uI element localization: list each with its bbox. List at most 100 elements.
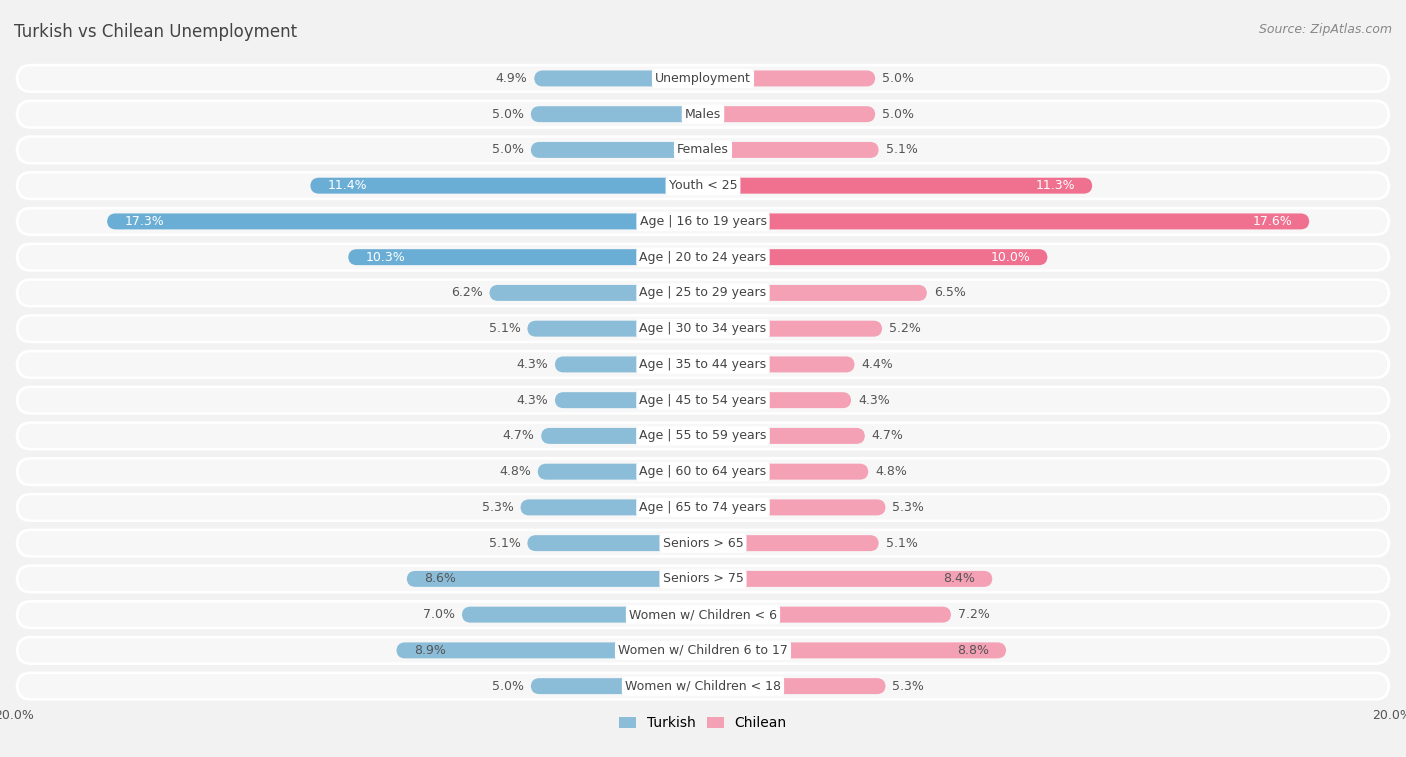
Text: Age | 16 to 19 years: Age | 16 to 19 years xyxy=(640,215,766,228)
Text: Age | 45 to 54 years: Age | 45 to 54 years xyxy=(640,394,766,407)
FancyBboxPatch shape xyxy=(527,535,703,551)
Text: 17.3%: 17.3% xyxy=(124,215,165,228)
Text: Age | 20 to 24 years: Age | 20 to 24 years xyxy=(640,251,766,263)
FancyBboxPatch shape xyxy=(17,459,1389,484)
FancyBboxPatch shape xyxy=(20,388,1386,412)
FancyBboxPatch shape xyxy=(555,392,703,408)
Text: 4.3%: 4.3% xyxy=(516,358,548,371)
FancyBboxPatch shape xyxy=(531,142,703,158)
Text: Women w/ Children 6 to 17: Women w/ Children 6 to 17 xyxy=(619,644,787,657)
Text: Women w/ Children < 18: Women w/ Children < 18 xyxy=(626,680,780,693)
FancyBboxPatch shape xyxy=(20,245,1386,269)
Text: 7.2%: 7.2% xyxy=(957,608,990,621)
Text: Youth < 25: Youth < 25 xyxy=(669,179,737,192)
FancyBboxPatch shape xyxy=(311,178,703,194)
FancyBboxPatch shape xyxy=(20,281,1386,305)
FancyBboxPatch shape xyxy=(534,70,703,86)
FancyBboxPatch shape xyxy=(20,567,1386,591)
FancyBboxPatch shape xyxy=(703,428,865,444)
Text: 4.8%: 4.8% xyxy=(875,465,907,478)
FancyBboxPatch shape xyxy=(20,459,1386,484)
FancyBboxPatch shape xyxy=(20,102,1386,126)
Text: 6.2%: 6.2% xyxy=(451,286,482,300)
Text: 5.0%: 5.0% xyxy=(492,680,524,693)
FancyBboxPatch shape xyxy=(20,173,1386,198)
Text: 5.0%: 5.0% xyxy=(492,107,524,120)
Text: 8.8%: 8.8% xyxy=(957,644,988,657)
FancyBboxPatch shape xyxy=(20,316,1386,341)
Text: 5.3%: 5.3% xyxy=(893,501,924,514)
FancyBboxPatch shape xyxy=(703,464,869,480)
FancyBboxPatch shape xyxy=(17,423,1389,449)
FancyBboxPatch shape xyxy=(17,566,1389,592)
FancyBboxPatch shape xyxy=(17,494,1389,520)
Legend: Turkish, Chilean: Turkish, Chilean xyxy=(613,711,793,736)
FancyBboxPatch shape xyxy=(703,500,886,516)
FancyBboxPatch shape xyxy=(703,392,851,408)
FancyBboxPatch shape xyxy=(17,673,1389,699)
FancyBboxPatch shape xyxy=(703,643,1007,659)
FancyBboxPatch shape xyxy=(17,137,1389,163)
Text: 5.1%: 5.1% xyxy=(886,143,918,157)
FancyBboxPatch shape xyxy=(17,531,1389,556)
Text: Age | 25 to 29 years: Age | 25 to 29 years xyxy=(640,286,766,300)
FancyBboxPatch shape xyxy=(555,357,703,372)
FancyBboxPatch shape xyxy=(20,603,1386,627)
Text: 8.4%: 8.4% xyxy=(943,572,976,585)
Text: 11.4%: 11.4% xyxy=(328,179,367,192)
FancyBboxPatch shape xyxy=(349,249,703,265)
Text: Source: ZipAtlas.com: Source: ZipAtlas.com xyxy=(1258,23,1392,36)
Text: Unemployment: Unemployment xyxy=(655,72,751,85)
FancyBboxPatch shape xyxy=(703,285,927,301)
Text: 5.3%: 5.3% xyxy=(482,501,513,514)
FancyBboxPatch shape xyxy=(703,678,886,694)
FancyBboxPatch shape xyxy=(537,464,703,480)
Text: Age | 35 to 44 years: Age | 35 to 44 years xyxy=(640,358,766,371)
Text: Seniors > 75: Seniors > 75 xyxy=(662,572,744,585)
FancyBboxPatch shape xyxy=(17,173,1389,198)
FancyBboxPatch shape xyxy=(20,67,1386,90)
FancyBboxPatch shape xyxy=(703,106,875,122)
FancyBboxPatch shape xyxy=(396,643,703,659)
Text: Women w/ Children < 6: Women w/ Children < 6 xyxy=(628,608,778,621)
FancyBboxPatch shape xyxy=(703,213,1309,229)
FancyBboxPatch shape xyxy=(703,606,950,622)
FancyBboxPatch shape xyxy=(489,285,703,301)
FancyBboxPatch shape xyxy=(107,213,703,229)
Text: 4.9%: 4.9% xyxy=(495,72,527,85)
FancyBboxPatch shape xyxy=(17,316,1389,341)
FancyBboxPatch shape xyxy=(20,210,1386,233)
FancyBboxPatch shape xyxy=(531,106,703,122)
Text: 10.0%: 10.0% xyxy=(990,251,1031,263)
FancyBboxPatch shape xyxy=(20,531,1386,555)
FancyBboxPatch shape xyxy=(703,142,879,158)
FancyBboxPatch shape xyxy=(20,495,1386,519)
FancyBboxPatch shape xyxy=(17,637,1389,663)
FancyBboxPatch shape xyxy=(461,606,703,622)
Text: 5.1%: 5.1% xyxy=(488,537,520,550)
Text: 4.7%: 4.7% xyxy=(872,429,904,442)
Text: Age | 30 to 34 years: Age | 30 to 34 years xyxy=(640,322,766,335)
FancyBboxPatch shape xyxy=(17,602,1389,628)
FancyBboxPatch shape xyxy=(17,66,1389,92)
FancyBboxPatch shape xyxy=(703,535,879,551)
Text: 7.0%: 7.0% xyxy=(423,608,456,621)
Text: 5.0%: 5.0% xyxy=(882,72,914,85)
Text: Age | 65 to 74 years: Age | 65 to 74 years xyxy=(640,501,766,514)
FancyBboxPatch shape xyxy=(703,571,993,587)
FancyBboxPatch shape xyxy=(527,321,703,337)
Text: 4.3%: 4.3% xyxy=(858,394,890,407)
Text: 5.1%: 5.1% xyxy=(886,537,918,550)
Text: Males: Males xyxy=(685,107,721,120)
FancyBboxPatch shape xyxy=(17,208,1389,235)
Text: Age | 60 to 64 years: Age | 60 to 64 years xyxy=(640,465,766,478)
Text: Females: Females xyxy=(678,143,728,157)
FancyBboxPatch shape xyxy=(20,638,1386,662)
FancyBboxPatch shape xyxy=(20,353,1386,376)
FancyBboxPatch shape xyxy=(17,388,1389,413)
FancyBboxPatch shape xyxy=(17,351,1389,377)
Text: 4.7%: 4.7% xyxy=(502,429,534,442)
Text: 4.4%: 4.4% xyxy=(862,358,893,371)
Text: Turkish vs Chilean Unemployment: Turkish vs Chilean Unemployment xyxy=(14,23,297,41)
FancyBboxPatch shape xyxy=(20,424,1386,448)
